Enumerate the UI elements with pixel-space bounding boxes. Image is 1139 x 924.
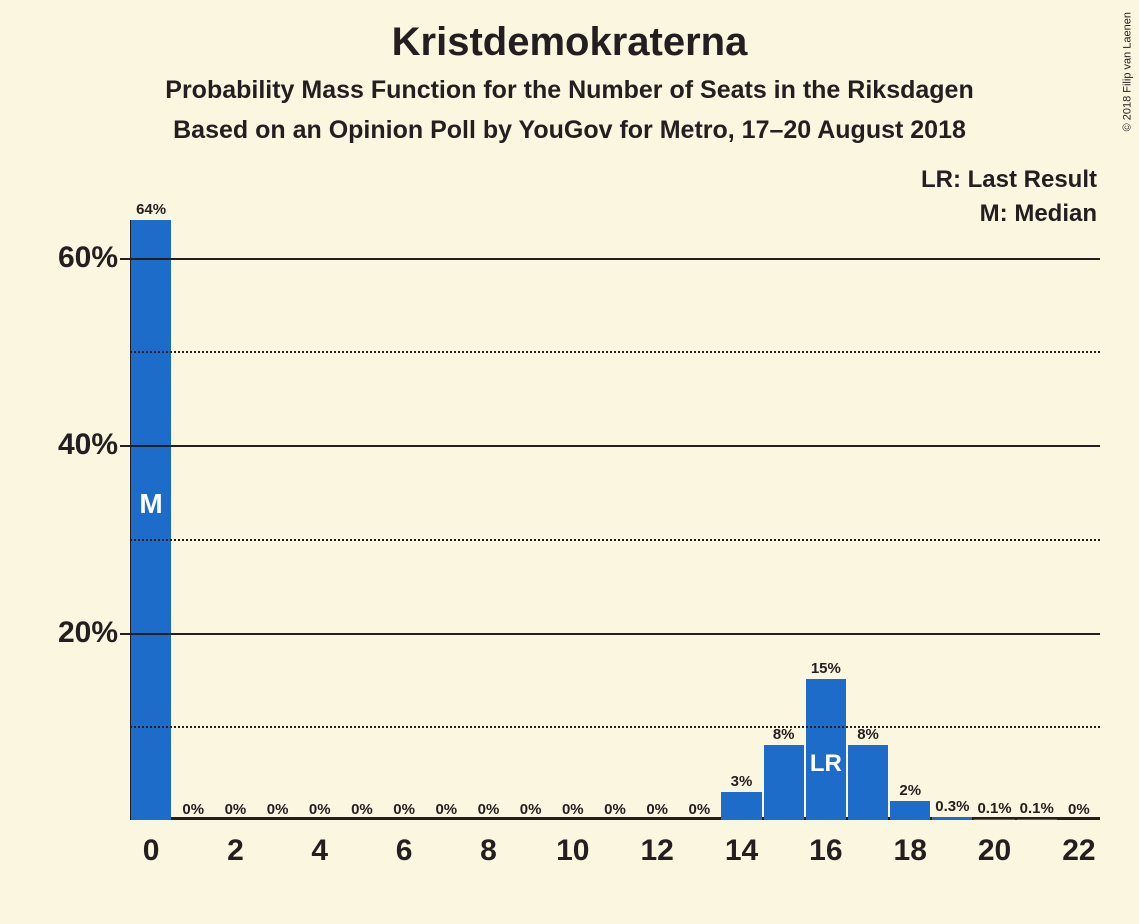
- bar-value-label: 3%: [731, 773, 753, 792]
- bar-slot: 0%8: [467, 220, 509, 820]
- bar-slot: 0%2: [214, 220, 256, 820]
- x-tick-label: 4: [311, 820, 328, 868]
- bar-value-label: 0%: [478, 801, 500, 820]
- chart-subtitle-1: Probability Mass Function for the Number…: [0, 76, 1139, 105]
- bar-value-label: 0%: [435, 801, 457, 820]
- bar: 8%: [848, 745, 888, 820]
- bar-value-label: 0%: [182, 801, 204, 820]
- bar-slot: 3%14: [720, 220, 762, 820]
- legend-lr: LR: Last Result: [921, 166, 1097, 194]
- bar-value-label: 0%: [393, 801, 415, 820]
- bar: 2%: [890, 801, 930, 820]
- grid-major: [130, 633, 1100, 635]
- bar-slot: 2%18: [889, 220, 931, 820]
- bar-slot: 0%4: [299, 220, 341, 820]
- bar-slot: 0%: [510, 220, 552, 820]
- bar-slot: 0%: [341, 220, 383, 820]
- y-tick-mark: [120, 258, 130, 260]
- bar-slot: 0%: [425, 220, 467, 820]
- bar-slot: 0%22: [1058, 220, 1100, 820]
- bar: 0.3%: [932, 817, 972, 820]
- x-tick-label: 16: [809, 820, 842, 868]
- bar-value-label: 0%: [225, 801, 247, 820]
- bar-slot: 0.1%: [1016, 220, 1058, 820]
- x-tick-label: 20: [978, 820, 1011, 868]
- x-tick-label: 14: [725, 820, 758, 868]
- bar: 64%M: [131, 220, 171, 820]
- bar-slot: 0%10: [552, 220, 594, 820]
- grid-minor: [130, 351, 1100, 353]
- bar-value-label: 15%: [811, 660, 841, 679]
- grid-minor: [130, 539, 1100, 541]
- x-tick-label: 12: [640, 820, 673, 868]
- y-tick-mark: [120, 633, 130, 635]
- x-tick-label: 2: [227, 820, 244, 868]
- grid-major: [130, 445, 1100, 447]
- bar-value-label: 8%: [773, 726, 795, 745]
- bar-slot: 8%: [763, 220, 805, 820]
- x-tick-label: 8: [480, 820, 497, 868]
- bar-value-label: 0%: [1068, 801, 1090, 820]
- bar-slot: 8%: [847, 220, 889, 820]
- bar-slot: 0%12: [636, 220, 678, 820]
- x-tick-label: 10: [556, 820, 589, 868]
- bar-slot: 0.3%: [931, 220, 973, 820]
- bar-slot: 64%M0: [130, 220, 172, 820]
- x-tick-label: 22: [1062, 820, 1095, 868]
- bar-slot: 0%: [257, 220, 299, 820]
- bars-wrap: 64%M00%0%20%0%40%0%60%0%80%0%100%0%120%3…: [130, 220, 1100, 820]
- bar-value-label: 0%: [351, 801, 373, 820]
- grid-minor: [130, 726, 1100, 728]
- bar-slot: 0%: [594, 220, 636, 820]
- bar-value-label: 0%: [646, 801, 668, 820]
- bar: 0.1%: [1017, 819, 1057, 820]
- bar-slot: 0%6: [383, 220, 425, 820]
- bar-slot: 15%LR16: [805, 220, 847, 820]
- plot-area: 64%M00%0%20%0%40%0%60%0%80%0%100%0%120%3…: [130, 220, 1100, 820]
- y-tick-mark: [120, 445, 130, 447]
- x-tick-label: 18: [894, 820, 927, 868]
- bar-value-label: 0%: [309, 801, 331, 820]
- bar: 15%LR: [806, 679, 846, 820]
- grid-major: [130, 258, 1100, 260]
- bar-value-label: 0%: [688, 801, 710, 820]
- bar-value-label: 0.1%: [977, 800, 1011, 819]
- chart-title: Kristdemokraterna: [0, 20, 1139, 65]
- bar-value-label: 0%: [604, 801, 626, 820]
- bar-value-label: 0.3%: [935, 798, 969, 817]
- bar-value-label: 2%: [899, 782, 921, 801]
- bar-value-label: 0.1%: [1020, 800, 1054, 819]
- bar-value-label: 8%: [857, 726, 879, 745]
- x-tick-label: 6: [396, 820, 413, 868]
- bar: 8%: [764, 745, 804, 820]
- chart-container: Kristdemokraterna Probability Mass Funct…: [0, 0, 1139, 924]
- bar-slot: 0%: [172, 220, 214, 820]
- bar: 3%: [721, 792, 761, 820]
- chart-subtitle-2: Based on an Opinion Poll by YouGov for M…: [0, 116, 1139, 145]
- bar-value-label: 0%: [562, 801, 584, 820]
- bar-marker: M: [139, 488, 162, 520]
- bar-marker: LR: [810, 750, 842, 778]
- bar-value-label: 0%: [267, 801, 289, 820]
- bar-value-label: 64%: [136, 201, 166, 220]
- bar-slot: 0%: [678, 220, 720, 820]
- bar-slot: 0.1%20: [973, 220, 1015, 820]
- copyright-text: © 2018 Filip van Laenen: [1121, 12, 1133, 131]
- x-tick-label: 0: [143, 820, 160, 868]
- bar-value-label: 0%: [520, 801, 542, 820]
